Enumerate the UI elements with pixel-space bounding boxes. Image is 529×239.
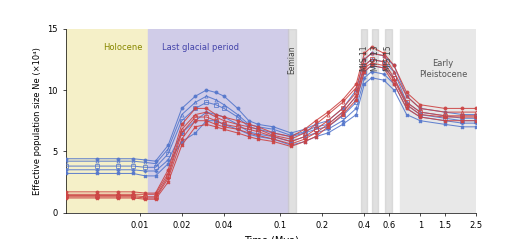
Bar: [288, 29, 296, 213]
Bar: [400, 29, 476, 213]
Y-axis label: Effective population size Ne (×10⁴): Effective population size Ne (×10⁴): [33, 47, 42, 195]
Bar: [66, 29, 148, 213]
Bar: [148, 29, 288, 213]
Text: Last glacial period: Last glacial period: [161, 43, 239, 52]
Text: Holocene: Holocene: [103, 43, 143, 52]
Text: MIS 13: MIS 13: [371, 46, 380, 71]
Text: MIS 11: MIS 11: [360, 46, 369, 71]
Bar: [361, 29, 367, 213]
Bar: [385, 29, 391, 213]
Text: MIS 15: MIS 15: [384, 46, 393, 71]
Text: Eemian: Eemian: [287, 46, 296, 75]
X-axis label: Time (Mya): Time (Mya): [244, 236, 298, 239]
Bar: [372, 29, 378, 213]
Text: Early
Pleistocene: Early Pleistocene: [419, 59, 467, 79]
